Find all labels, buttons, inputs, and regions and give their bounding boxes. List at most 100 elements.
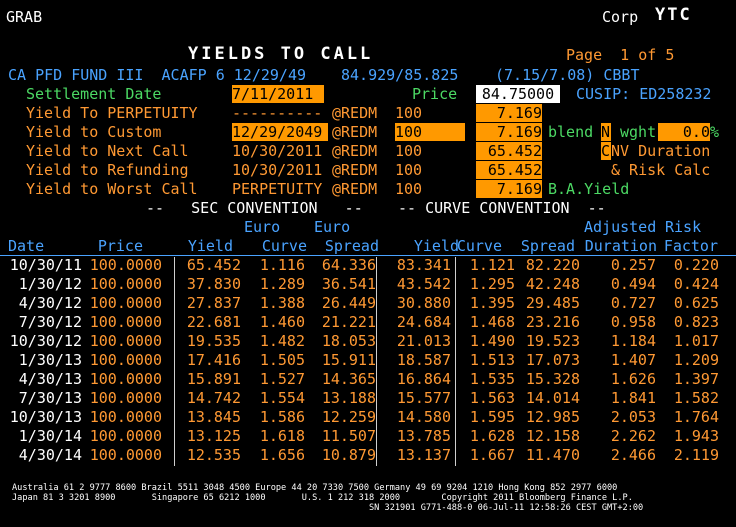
table-row[interactable]: 10/30/12 100.0000 19.535 1.482 18.053 21.013 1… — [0, 332, 736, 351]
cell-yield: 14.742 — [186, 389, 241, 407]
cell-duration: 2.262 — [610, 427, 656, 445]
cell-euro-curve: 1.554 — [259, 389, 305, 407]
yield-row-date: 10/30/2011 — [232, 142, 323, 160]
yield-row-redm: @REDM — [332, 104, 378, 122]
price-field[interactable]: 84.75000 — [476, 85, 560, 103]
cell-curve-yield: 21.013 — [396, 332, 451, 350]
cell-curve-yield: 43.542 — [396, 275, 451, 293]
cell-curve: 1.468 — [469, 313, 515, 331]
cell-price: 100.0000 — [89, 427, 162, 445]
header-euro-spread: Spread — [324, 237, 379, 255]
cell-date: 1/30/12 — [18, 275, 82, 293]
header-yield: Yield — [187, 237, 233, 255]
cell-duration: 1.841 — [610, 389, 656, 407]
cell-curve-yield: 24.684 — [396, 313, 451, 331]
footer-contacts-2: Japan 81 3 3201 8900 Singapore 65 6212 1… — [12, 493, 633, 503]
curve-convention-heading: -- CURVE CONVENTION -- — [398, 199, 606, 217]
cell-yield: 13.845 — [186, 408, 241, 426]
bid-ask-price: 84.929/85.825 — [341, 66, 459, 84]
cell-price: 100.0000 — [89, 256, 162, 274]
cell-euro-curve: 1.388 — [259, 294, 305, 312]
cell-curve-yield: 18.587 — [396, 351, 451, 369]
cell-duration: 2.466 — [610, 446, 656, 464]
cell-price: 100.0000 — [89, 332, 162, 350]
cell-spread: 17.073 — [525, 351, 580, 369]
yield-row-redm-price: 100 — [395, 180, 423, 198]
yield-row-date[interactable]: 12/29/2049 — [232, 123, 328, 141]
settlement-label: Settlement Date — [26, 85, 162, 103]
column-divider — [455, 257, 456, 466]
cell-curve: 1.535 — [469, 370, 515, 388]
function-code[interactable]: YTC — [655, 5, 692, 25]
header-euro-curve: Curve — [261, 237, 307, 255]
cell-curve: 1.513 — [469, 351, 515, 369]
cell-curve-yield: 16.864 — [396, 370, 451, 388]
cell-euro-curve: 1.289 — [259, 275, 305, 293]
column-divider — [174, 257, 175, 466]
cell-euro-curve: 1.527 — [259, 370, 305, 388]
cell-price: 100.0000 — [89, 370, 162, 388]
footer-contacts-1: Australia 61 2 9777 8600 Brazil 5511 304… — [12, 483, 618, 493]
cell-yield: 15.891 — [186, 370, 241, 388]
cell-curve: 1.121 — [469, 256, 515, 274]
yield-row-redm-price[interactable]: 100 — [395, 123, 465, 141]
cell-euro-spread: 64.336 — [321, 256, 376, 274]
yield-row-redm-price: 100 — [395, 142, 423, 160]
cusip: CUSIP: ED258232 — [576, 85, 712, 103]
cell-euro-spread: 26.449 — [321, 294, 376, 312]
yield-row-redm: @REDM — [332, 180, 378, 198]
table-row[interactable]: 1/30/13 100.0000 17.416 1.505 15.911 18.587 1.… — [0, 351, 736, 370]
table-row[interactable]: 10/30/13 100.0000 13.845 1.586 12.259 14.580 1… — [0, 408, 736, 427]
weight-field[interactable]: 0.0 — [658, 123, 710, 141]
cell-date: 1/30/13 — [18, 351, 82, 369]
cell-euro-curve: 1.460 — [259, 313, 305, 331]
cell-spread: 12.985 — [525, 408, 580, 426]
yield-row-date: PERPETUITY — [232, 180, 323, 198]
page-indicator[interactable]: Page 1 of 5 — [566, 46, 675, 64]
column-divider — [376, 257, 377, 466]
cell-spread: 82.220 — [525, 256, 580, 274]
table-row[interactable]: 10/30/11 100.0000 65.452 1.116 64.336 83.341 1… — [0, 256, 736, 275]
header-price: Price — [97, 237, 143, 255]
table-row[interactable]: 1/30/12 100.0000 37.830 1.289 36.541 43.542 1.… — [0, 275, 736, 294]
cell-risk-factor: 0.424 — [673, 275, 719, 293]
security-name: CA PFD FUND III ACAFP 6 12/29/49 — [8, 66, 307, 84]
cell-euro-curve: 1.116 — [259, 256, 305, 274]
cell-spread: 23.216 — [525, 313, 580, 331]
cell-euro-spread: 15.911 — [321, 351, 376, 369]
cell-price: 100.0000 — [89, 389, 162, 407]
yield-row-redm: @REDM — [332, 123, 378, 141]
cnv-toggle[interactable]: C — [601, 142, 611, 160]
blend-toggle[interactable]: N — [601, 123, 611, 141]
yield-row-redm: @REDM — [332, 142, 378, 160]
header-factor: Factor — [663, 237, 718, 255]
table-row[interactable]: 1/30/14 100.0000 13.125 1.618 11.507 13.785 1.… — [0, 427, 736, 446]
cell-date: 10/30/13 — [9, 408, 82, 426]
cell-risk-factor: 1.017 — [673, 332, 719, 350]
market-sector[interactable]: Corp — [602, 8, 639, 26]
cell-duration: 1.184 — [610, 332, 656, 350]
cell-price: 100.0000 — [89, 294, 162, 312]
cell-spread: 14.014 — [525, 389, 580, 407]
table-row[interactable]: 7/30/13 100.0000 14.742 1.554 13.188 15.577 1.… — [0, 389, 736, 408]
cell-euro-spread: 14.365 — [321, 370, 376, 388]
cell-curve: 1.628 — [469, 427, 515, 445]
cell-date: 10/30/12 — [9, 332, 82, 350]
cell-yield: 17.416 — [186, 351, 241, 369]
yield-row-label: Yield To PERPETUITY — [26, 104, 198, 122]
settlement-date-field[interactable]: 7/11/2011 — [232, 85, 324, 103]
table-row[interactable]: 7/30/12 100.0000 22.681 1.460 21.221 24.684 1.… — [0, 313, 736, 332]
cell-curve-yield: 13.137 — [396, 446, 451, 464]
cell-price: 100.0000 — [89, 446, 162, 464]
cell-curve: 1.563 — [469, 389, 515, 407]
table-row[interactable]: 4/30/12 100.0000 27.837 1.388 26.449 30.880 1.… — [0, 294, 736, 313]
table-row[interactable]: 4/30/14 100.0000 12.535 1.656 10.879 13.137 1.… — [0, 446, 736, 465]
yield-row-yield: 65.452 — [476, 142, 542, 160]
weight-label: wght — [620, 123, 657, 141]
table-row[interactable]: 4/30/13 100.0000 15.891 1.527 14.365 16.864 1.… — [0, 370, 736, 389]
cell-duration: 1.626 — [610, 370, 656, 388]
cell-euro-spread: 10.879 — [321, 446, 376, 464]
sec-convention-heading: -- SEC CONVENTION -- — [146, 199, 363, 217]
cell-yield: 65.452 — [186, 256, 241, 274]
cell-curve-yield: 30.880 — [396, 294, 451, 312]
